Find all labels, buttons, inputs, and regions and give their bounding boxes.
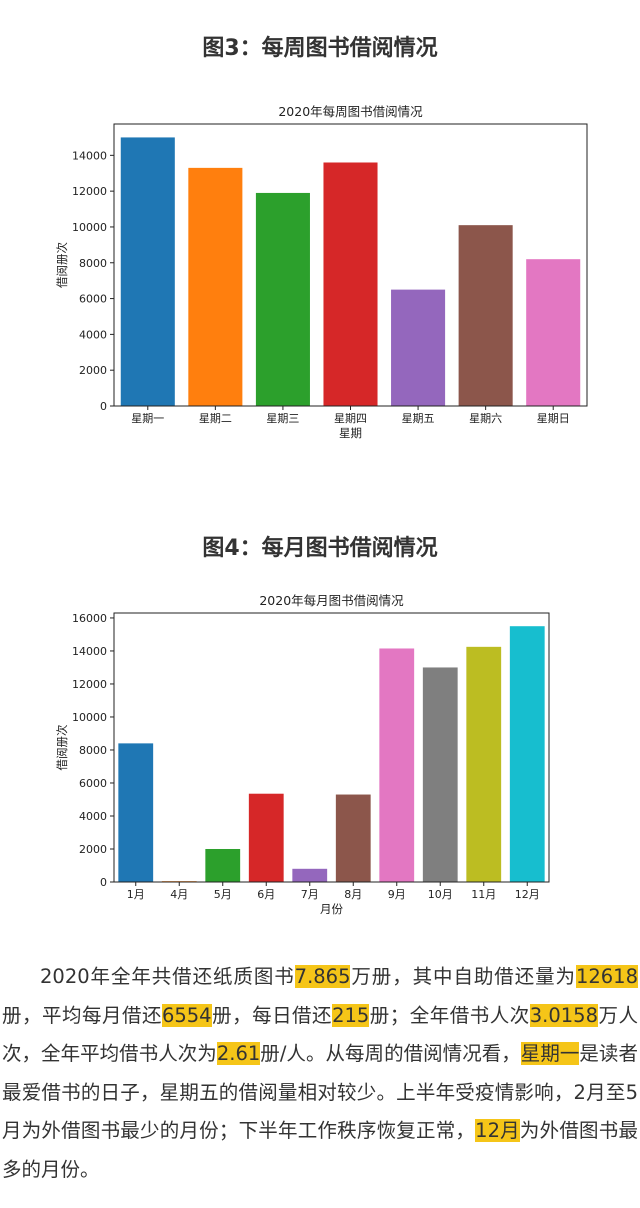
x-tick-label: 9月 <box>388 888 406 901</box>
x-tick-label: 4月 <box>170 888 188 901</box>
x-tick-label: 星期三 <box>266 412 299 425</box>
bar-星期二 <box>188 167 243 406</box>
x-tick-label: 星期五 <box>402 412 435 425</box>
x-tick-label: 10月 <box>428 888 453 901</box>
x-tick-label: 7月 <box>301 888 319 901</box>
y-tick-label: 4000 <box>79 328 107 341</box>
bar-9月 <box>379 648 415 882</box>
x-tick-label: 12月 <box>515 888 540 901</box>
y-tick-label: 10000 <box>72 711 107 724</box>
plot-frame <box>113 123 588 407</box>
para-text-8: 是读者最爱借书的日子，星期五的借阅量相对较少。上半年受疫情影响，2月至5月为外借… <box>2 1042 638 1142</box>
bar-12月 <box>509 626 545 882</box>
x-tick-label: 6月 <box>257 888 275 901</box>
x-axis-label: 星期 <box>339 426 362 440</box>
para-text-9: 为外借图书最多的月份。 <box>2 1119 638 1181</box>
x-axis-label: 月份 <box>320 902 343 916</box>
para-text-2: 万册，其中自助借还量为 <box>350 965 576 988</box>
chart-title: 2020年每月图书借阅情况 <box>259 593 404 608</box>
plot-frame <box>113 612 550 883</box>
bar-星期四 <box>323 162 378 406</box>
para-text-5: 册；全年借书人次 <box>369 1003 530 1027</box>
y-tick-label: 12000 <box>72 185 107 198</box>
y-tick-label: 2000 <box>79 843 107 856</box>
highlight-self-service: 12618 <box>575 965 638 988</box>
x-tick-label: 星期六 <box>469 412 502 425</box>
y-tick-label: 6000 <box>79 293 107 306</box>
x-tick-label: 星期二 <box>199 412 232 425</box>
y-tick-label: 8000 <box>79 744 107 757</box>
x-tick-label: 星期一 <box>131 412 164 425</box>
monthly-borrowing-chart: 2020年每月图书借阅情况 1月 4月 5月 6月 7月 8月 9月 10月 11月 12月 0 200… <box>55 593 550 916</box>
y-tick-label: 0 <box>100 876 107 889</box>
bar-星期一 <box>120 137 175 406</box>
bar-星期三 <box>255 192 310 406</box>
highlight-avg-per-person: 2.61 <box>216 1042 261 1065</box>
bar-10月 <box>422 667 458 882</box>
bar-星期日 <box>526 259 581 406</box>
x-tick-label: 1月 <box>127 888 145 901</box>
figure-3-heading: 图3：每周图书借阅情况 <box>202 36 438 61</box>
highlight-top-month: 12月 <box>475 1119 520 1142</box>
bar-8月 <box>335 794 371 882</box>
para-text-4: 册，每日借还 <box>211 1003 333 1027</box>
para-text-6: 万人次，全年平均借书人次为 <box>2 1003 638 1066</box>
bar-6月 <box>248 793 284 882</box>
y-tick-label: 14000 <box>72 645 107 658</box>
x-tick-label: 星期日 <box>537 412 570 425</box>
y-tick-label: 8000 <box>79 257 107 270</box>
para-text-1: 2020年全年共借还纸质图书 <box>40 965 295 988</box>
bar-5月 <box>205 848 241 882</box>
highlight-daily-avg: 215 <box>332 1003 370 1027</box>
y-tick-label: 2000 <box>79 364 107 377</box>
para-text-3: 册，平均每月借还 <box>2 1003 162 1027</box>
y-axis-label: 借阅册次 <box>55 242 69 288</box>
bar-星期五 <box>391 289 446 406</box>
bar-星期六 <box>458 225 513 406</box>
bar-7月 <box>292 868 328 882</box>
y-tick-label: 6000 <box>79 777 107 790</box>
bar-11月 <box>466 646 502 882</box>
y-tick-label: 16000 <box>72 612 107 625</box>
y-axis-label: 借阅册次 <box>55 724 69 770</box>
para-text-7: 册/人。从每周的借阅情况看， <box>260 1042 521 1065</box>
y-tick-label: 4000 <box>79 810 107 823</box>
x-tick-label: 星期四 <box>334 412 367 425</box>
figure-4-heading: 图4：每月图书借阅情况 <box>202 536 438 561</box>
highlight-borrower-count: 3.0158 <box>529 1003 598 1027</box>
chart-title: 2020年每周图书借阅情况 <box>278 104 423 119</box>
summary-paragraph: 2020年全年共借还纸质图书7.865万册，其中自助借还量为12618 册，平均每… <box>2 958 638 1189</box>
highlight-monthly-avg: 6554 <box>161 1003 212 1027</box>
y-tick-label: 12000 <box>72 678 107 691</box>
y-tick-label: 0 <box>100 400 107 413</box>
x-tick-label: 5月 <box>214 888 232 901</box>
highlight-total-volumes: 7.865 <box>294 965 351 988</box>
y-tick-label: 14000 <box>72 149 107 162</box>
bar-1月 <box>118 743 154 882</box>
highlight-top-weekday: 星期一 <box>520 1042 580 1065</box>
x-tick-label: 8月 <box>344 888 362 901</box>
x-tick-label: 11月 <box>471 888 496 901</box>
y-tick-label: 10000 <box>72 221 107 234</box>
